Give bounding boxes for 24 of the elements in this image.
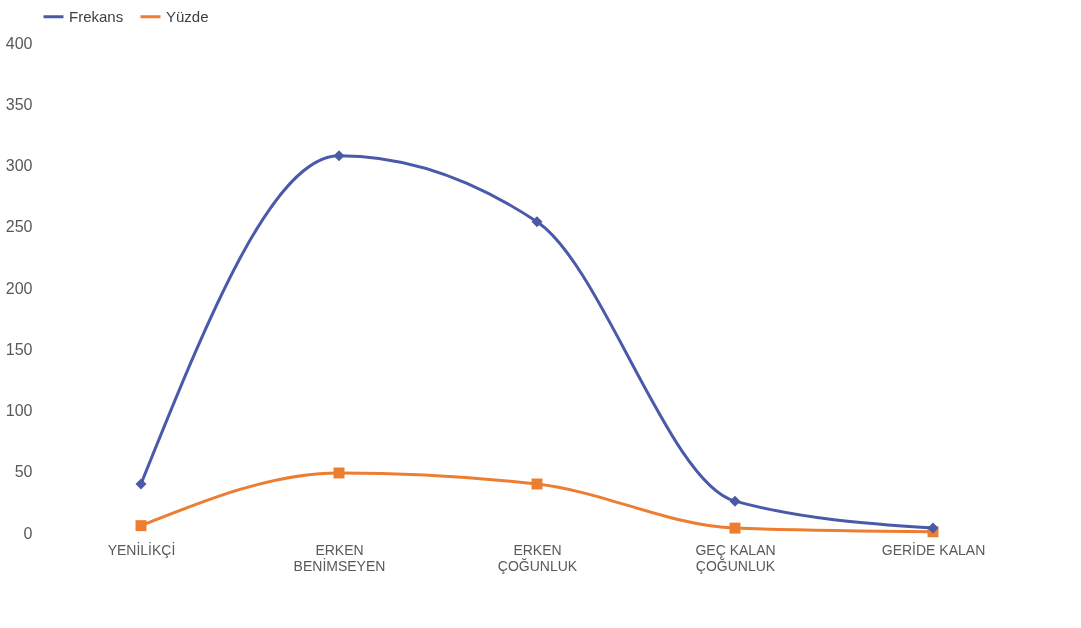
y-tick-label: 150 [5,340,33,358]
y-tick-label: 350 [5,95,33,113]
point [333,467,345,479]
point [927,522,939,534]
y-tick-label: 100 [5,402,33,419]
legend-label: Yüzde [166,7,209,25]
y-tick-label: 0 [23,524,33,542]
y-tick-label: 250 [5,218,33,236]
point [135,520,147,532]
point [531,216,543,228]
point [135,478,147,490]
x-tick-label: YENİLİKÇİ [107,540,176,558]
legend-label: Frekans [69,7,124,25]
y-tick-label: 50 [14,463,33,481]
y-tick-label: 400 [5,34,33,52]
x-tick-label: GERİDE KALAN [881,540,986,558]
point [729,495,741,507]
y-tick-label: 200 [5,279,33,297]
y-tick-label: 300 [5,157,33,174]
x-tick-label: GEÇ KALAN ÇOĞUNLUK [695,541,776,574]
x-tick-label: ERKEN ÇOĞUNLUK [497,541,578,574]
x-tick-label: ERKEN BENİMSEYEN [293,541,386,574]
point [333,150,345,162]
point [729,522,741,534]
